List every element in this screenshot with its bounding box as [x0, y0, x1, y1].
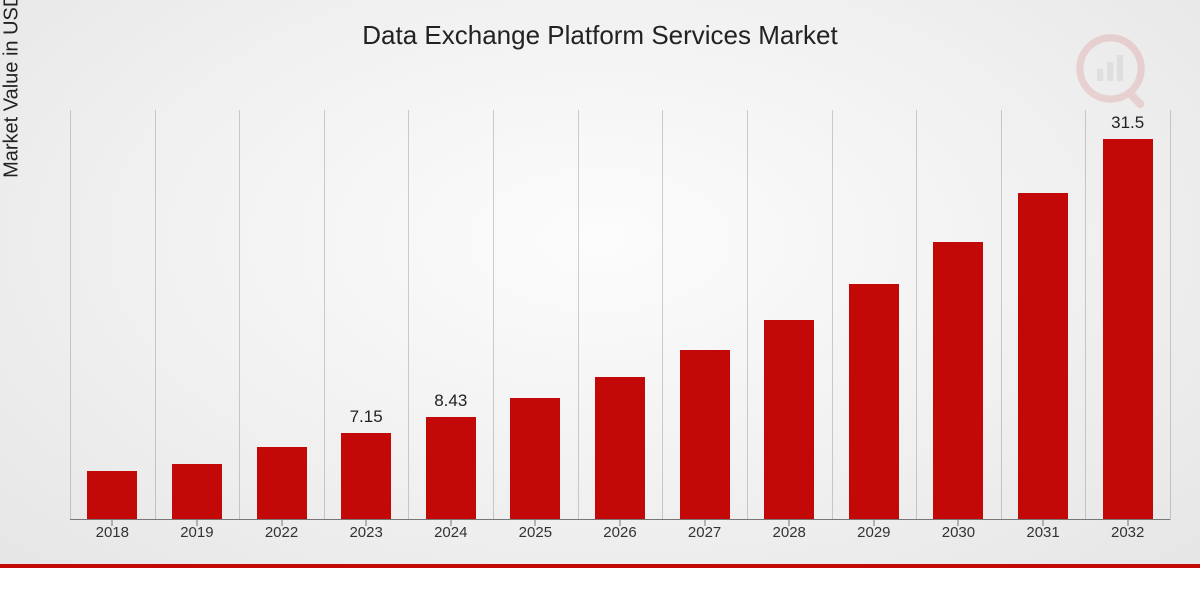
bar-value-label: 7.15 [350, 407, 383, 427]
bar-group: 7.15 [324, 110, 409, 520]
bar [595, 377, 645, 519]
bar [849, 284, 899, 519]
bar: 7.15 [341, 433, 391, 519]
x-axis-tick-label: 2026 [578, 524, 663, 541]
x-axis-tick-label: 2028 [747, 524, 832, 541]
bar-group: 8.43 [408, 110, 493, 520]
x-axis-tick-label: 2023 [324, 524, 409, 541]
bar [680, 350, 730, 519]
x-axis-tick-label: 2024 [408, 524, 493, 541]
x-axis-tick-label: 2019 [155, 524, 240, 541]
x-axis-tick-label: 2018 [70, 524, 155, 541]
chart-title: Data Exchange Platform Services Market [0, 20, 1200, 51]
bar-group [916, 110, 1001, 520]
bar-group [1001, 110, 1086, 520]
bar [172, 464, 222, 519]
bar: 31.5 [1103, 139, 1153, 519]
bar [764, 320, 814, 519]
bar [933, 242, 983, 519]
bar-group [578, 110, 663, 520]
plot-area: 7.15 8.43 31.5 [70, 110, 1170, 520]
bar [510, 398, 560, 519]
bar-group [747, 110, 832, 520]
bar-value-label: 31.5 [1111, 113, 1144, 133]
x-axis-tick-label: 2032 [1085, 524, 1170, 541]
bar: 8.43 [426, 417, 476, 519]
bar-group [155, 110, 240, 520]
x-axis-tick-label: 2031 [1001, 524, 1086, 541]
footer-band [0, 564, 1200, 600]
x-axis-tick-label: 2025 [493, 524, 578, 541]
x-axis-labels: 2018201920222023202420252026202720282029… [70, 524, 1170, 554]
watermark-logo-icon [1070, 28, 1160, 118]
chart-container: Data Exchange Platform Services Market M… [0, 0, 1200, 600]
x-axis-tick-label: 2027 [662, 524, 747, 541]
x-axis-tick-label: 2030 [916, 524, 1001, 541]
bar-group [493, 110, 578, 520]
bar-group [662, 110, 747, 520]
y-axis-label: Market Value in USD Billion [1, 0, 24, 178]
bar-group [239, 110, 324, 520]
grid-separator [1170, 110, 1171, 520]
bar-value-label: 8.43 [434, 391, 467, 411]
bar-group [70, 110, 155, 520]
bar [257, 447, 307, 519]
bar-group [832, 110, 917, 520]
bar-group: 31.5 [1085, 110, 1170, 520]
x-axis-tick-label: 2029 [832, 524, 917, 541]
bar [1018, 193, 1068, 519]
x-axis-tick-label: 2022 [239, 524, 324, 541]
bar [87, 471, 137, 519]
